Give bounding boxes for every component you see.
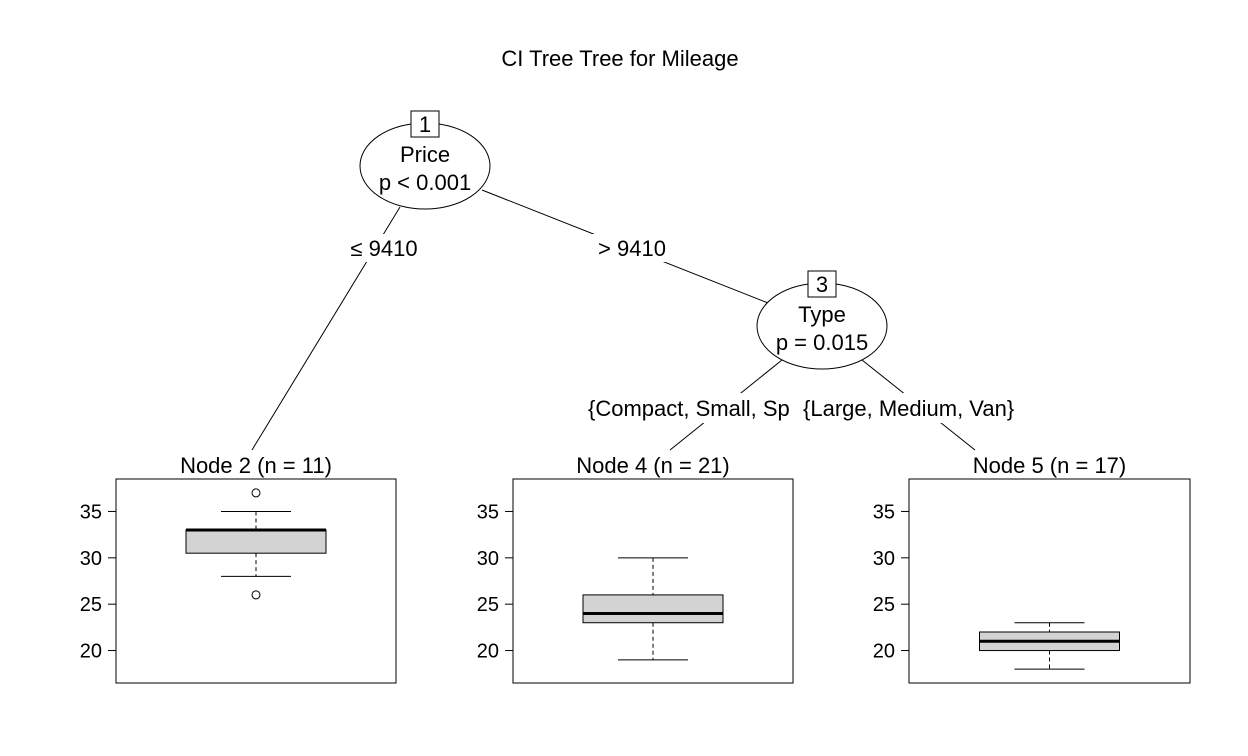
y-tick-label: 30 [477,548,499,570]
node-3-id: 3 [816,272,828,297]
terminal-panels: Node 2 (n = 11) 20 25 30 35 Node 4 (n = 21) 20… [80,453,1191,684]
outlier-point [251,488,261,498]
y-tick-label: 20 [80,641,102,663]
inner-node-3: 3 Type p = 0.015 [756,270,888,370]
panel-frame [908,478,1191,684]
outlier-point [251,590,261,600]
y-tick-label: 20 [477,641,499,663]
iqr-box [582,594,724,624]
node-3-pvalue: p = 0.015 [776,330,868,355]
diagram-title: CI Tree Tree for Mileage [501,46,738,71]
y-tick-label: 30 [873,548,895,570]
y-tick-label: 35 [80,501,102,523]
iqr-box [185,529,327,554]
edge-label-bg-1-3 [592,234,672,262]
panel-frame [512,478,794,684]
node-1-label: Price [400,142,450,167]
node-1-id: 1 [419,112,431,137]
terminal-node-panel: Node 5 (n = 17) 20 25 30 35 [873,453,1191,684]
node-3-id-box [807,270,837,298]
edge-label-3-5: {Large, Medium, Van} [803,396,1014,421]
y-tick-label: 35 [477,501,499,523]
y-tick-label: 30 [80,548,102,570]
edge-label-bg-3 [586,393,1042,423]
node-3-label: Type [798,302,846,327]
node-1-id-box [410,110,440,138]
node-1-pvalue: p < 0.001 [379,170,471,195]
y-tick-label: 35 [873,501,895,523]
panel-title: Node 2 (n = 11) [180,453,332,478]
edge-label-bg-1-2 [345,234,423,262]
terminal-node-panel: Node 4 (n = 21) 20 25 30 35 [477,453,794,684]
panel-title: Node 5 (n = 17) [973,453,1126,478]
y-tick-label: 25 [80,594,102,616]
panel-title: Node 4 (n = 21) [576,453,729,478]
y-tick-label: 20 [873,641,895,663]
y-tick-label: 25 [477,594,499,616]
inner-node-1: 1 Price p < 0.001 [359,110,491,210]
panel-frame [115,478,397,684]
edge-label-1-2: ≤ 9410 [350,236,417,261]
edge-label-1-3: > 9410 [598,236,666,261]
edge-label-3-4: {Compact, Small, Sp [588,396,790,421]
terminal-node-panel: Node 2 (n = 11) 20 25 30 35 [80,453,397,684]
edge-label-clip-3-4: {Compact, Small, Sp [588,396,790,421]
edge-labels: ≤ 9410 > 9410 {Compact, Small, Sp {Large… [345,234,1042,423]
y-tick-label: 25 [873,594,895,616]
